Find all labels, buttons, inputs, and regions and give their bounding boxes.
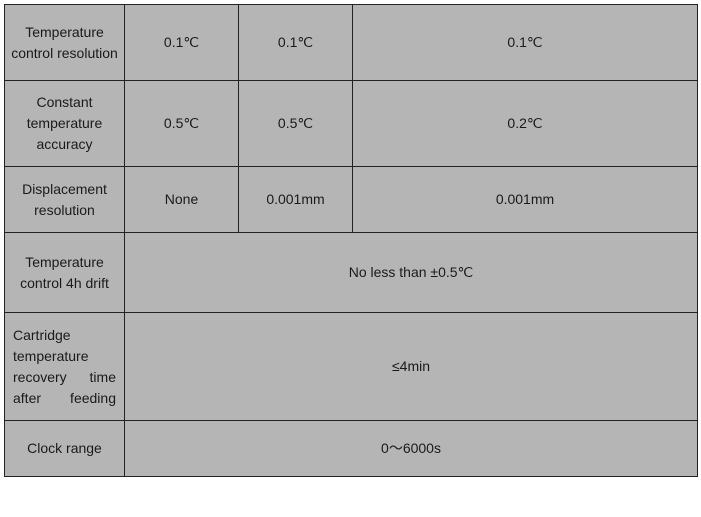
cell-c4: 0.2℃	[353, 81, 698, 167]
cell-c2: 0.1℃	[125, 5, 239, 81]
row-label: Temperature control resolution	[5, 5, 125, 81]
table-row: Clock range 0～6000s	[5, 421, 698, 477]
cell-c2: None	[125, 167, 239, 233]
row-label-text: Cartridge temperature recovery time afte…	[11, 325, 118, 409]
cell-c2: 0.5℃	[125, 81, 239, 167]
cell-c4: 0.001mm	[353, 167, 698, 233]
table-row: Displacement resolution None 0.001mm 0.0…	[5, 167, 698, 233]
table-row: Temperature control 4h drift No less tha…	[5, 233, 698, 313]
cell-c3: 0.5℃	[239, 81, 353, 167]
row-label: Constant temperature accuracy	[5, 81, 125, 167]
row-label: Temperature control 4h drift	[5, 233, 125, 313]
cell-c4: 0.1℃	[353, 5, 698, 81]
cell-c3: 0.001mm	[239, 167, 353, 233]
cell-merged: 0～6000s	[125, 421, 698, 477]
table-row: Constant temperature accuracy 0.5℃ 0.5℃ …	[5, 81, 698, 167]
cell-c3: 0.1℃	[239, 5, 353, 81]
table-row: Cartridge temperature recovery time afte…	[5, 313, 698, 421]
row-label: Displacement resolution	[5, 167, 125, 233]
cell-merged: ≤4min	[125, 313, 698, 421]
row-label: Clock range	[5, 421, 125, 477]
table-row: Temperature control resolution 0.1℃ 0.1℃…	[5, 5, 698, 81]
cell-merged: No less than ±0.5℃	[125, 233, 698, 313]
spec-table: Temperature control resolution 0.1℃ 0.1℃…	[4, 4, 698, 477]
row-label: Cartridge temperature recovery time afte…	[5, 313, 125, 421]
